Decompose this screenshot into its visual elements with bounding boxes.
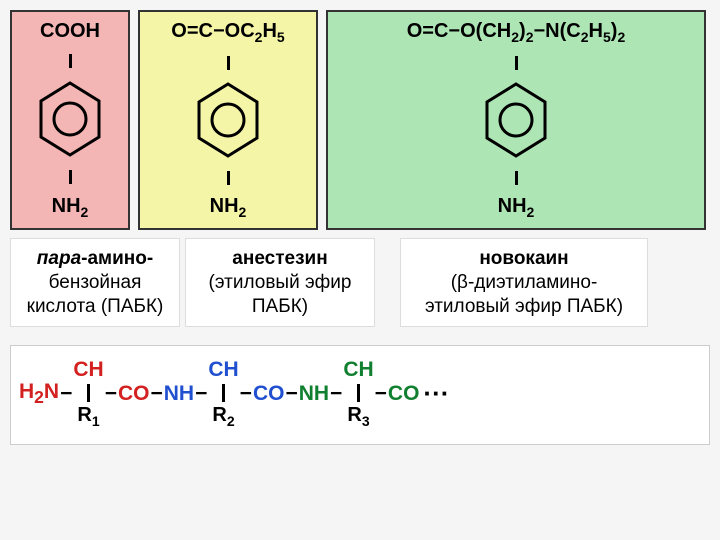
benzene-ring-3 [481,80,551,160]
peptide-chain: H2N − CH R1 − CO − NH − CH R2 − CO − NH … [10,345,710,445]
ch-r3: CH R3 [343,358,373,429]
bond-line [515,56,518,70]
ch-r1: CH R1 [73,358,103,429]
nh2: NH [299,382,329,406]
r-bond [87,384,90,402]
bond: − [329,382,343,406]
r-bond [222,384,225,402]
peptide-main: H2N − CH R1 − CO − NH − CH R2 − CO − NH … [19,358,701,429]
label-pabk: пара-амино- бензойная кислота (ПАБК) [10,238,180,327]
bond: − [104,382,118,406]
ch2: CH [208,358,238,382]
formula-bottom-2: NH2 [210,195,247,220]
benzene-ring-2 [193,80,263,160]
labels-row: пара-амино- бензойная кислота (ПАБК) ане… [10,238,710,327]
nh1: NH [164,382,194,406]
formula-bottom-3: NH2 [498,195,535,220]
co2: CO [253,382,285,406]
label-sub-2: (этиловый эфир ПАБК) [209,272,352,317]
bond: − [374,382,388,406]
r-bond [357,384,360,402]
label-novocain: новокаин (β-диэтиламино-этиловый эфир ПА… [400,238,648,327]
bond-line [69,54,72,68]
label-rest1: -амино- [81,248,153,269]
bond-line [69,170,72,184]
label-sub-3: (β-диэтиламино-этиловый эфир ПАБК) [425,272,623,317]
bond: − [194,382,208,406]
peptide-h2n: H2N [19,380,59,408]
label-rest2: бензойная кислота (ПАБК) [27,272,164,317]
bond-line [227,56,230,70]
bond: − [239,382,253,406]
label-title-2: анестезин [232,248,327,269]
co3: CO [388,382,420,406]
structure-pabk: COOH NH2 [10,10,130,230]
structures-row: COOH NH2 O=C−OC2H5 NH2 O=C−O(CH2)2−N(C2H… [10,10,710,230]
benzene-ring-1 [35,79,105,159]
bond: − [284,382,298,406]
formula-bottom-1: NH2 [52,195,89,220]
label-title-3: новокаин [479,248,568,269]
bond: − [149,382,163,406]
ch3: CH [343,358,373,382]
formula-top-2: O=C−OC2H5 [171,20,284,45]
ch1: CH [73,358,103,382]
r2-label: R2 [212,404,234,429]
structure-anestezin: O=C−OC2H5 NH2 [138,10,318,230]
formula-top-1: COOH [40,20,100,43]
label-anestezin: анестезин (этиловый эфир ПАБК) [185,238,375,327]
label-prefix: пара [37,248,81,269]
ellipsis: ··· [419,378,449,409]
r3-label: R3 [347,404,369,429]
co1: CO [118,382,150,406]
r1-label: R1 [77,404,99,429]
ch-r2: CH R2 [208,358,238,429]
structure-novocain: O=C−O(CH2)2−N(C2H5)2 NH2 [326,10,706,230]
bond: − [59,382,73,406]
bond-line [515,171,518,185]
bond-line [227,171,230,185]
formula-top-3: O=C−O(CH2)2−N(C2H5)2 [407,20,625,45]
